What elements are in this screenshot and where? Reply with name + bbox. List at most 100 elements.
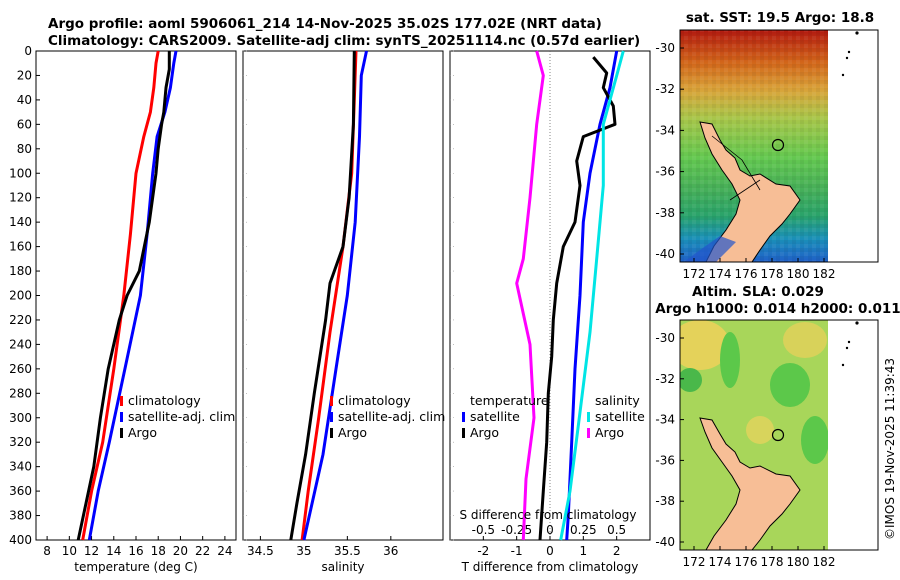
temperature-panel: 0 20 40 60 80 100 120 140 160 180 200 220 240 260 280 3… bbox=[9, 44, 237, 574]
map-y-tick-label: -30 bbox=[655, 41, 675, 55]
y-tick-label: 0 bbox=[24, 44, 32, 58]
map-x-tick-label: 182 bbox=[813, 555, 836, 569]
sst-argo-marker bbox=[771, 138, 785, 152]
sst-map-title: sat. SST: 19.5 Argo: 18.8 bbox=[686, 10, 874, 26]
title-line-2: Climatology: CARS2009. Satellite-adj cli… bbox=[48, 33, 640, 49]
sla-map: Altim. SLA: 0.029 Argo h1000: 0.014 h200… bbox=[655, 284, 900, 569]
x-tick-label: 22 bbox=[195, 544, 210, 558]
top-x-tick-label: 0.25 bbox=[570, 523, 597, 537]
map-x-tick-label: 180 bbox=[787, 267, 810, 281]
difference-axes bbox=[449, 50, 651, 541]
legend-swatch-clim bbox=[330, 396, 333, 406]
salinity-diff-legend: salinity satellite Argo bbox=[587, 393, 645, 440]
y-tick-label: 60 bbox=[17, 117, 32, 131]
sla-argo-marker bbox=[771, 428, 785, 442]
temperature-legend: climatology satellite-adj. clim Argo bbox=[120, 393, 235, 440]
salinity-legend: climatology satellite-adj. clim Argo bbox=[330, 393, 445, 440]
series-satellite-adj-clim bbox=[87, 50, 178, 541]
map-x-tick-label: 176 bbox=[735, 555, 758, 569]
difference-panel: -2 -1 0 1 2 -0.5 -0.25 0 0.25 0.5 S difference f… bbox=[449, 50, 651, 574]
y-tick-label: 360 bbox=[9, 484, 32, 498]
legend-sat: satellite-adj. clim bbox=[128, 409, 235, 424]
series-climatology bbox=[81, 50, 160, 541]
sst-coast-contour bbox=[711, 135, 761, 201]
legend-swatch-sargo bbox=[587, 428, 590, 438]
x-tick-label: 2 bbox=[613, 544, 621, 558]
map-y-tick-label: -32 bbox=[655, 372, 675, 386]
y-tick-label: 200 bbox=[9, 289, 32, 303]
sst-no-data bbox=[828, 30, 878, 262]
x-tick-label: 24 bbox=[217, 544, 232, 558]
sla-high bbox=[680, 320, 730, 370]
legend-temperature-head: temperature bbox=[470, 393, 549, 408]
legend-swatch-ssat bbox=[587, 412, 590, 422]
x-tick-label: 0 bbox=[546, 544, 554, 558]
legend-tsat: satellite bbox=[470, 409, 520, 424]
sla-high bbox=[746, 416, 774, 444]
sla-low bbox=[720, 332, 740, 388]
map-y-tick-label: -34 bbox=[655, 413, 675, 427]
x-tick-label: -2 bbox=[477, 544, 489, 558]
sla-island bbox=[855, 321, 859, 325]
y-tick-label: 100 bbox=[9, 166, 32, 180]
x-tick-label: 14 bbox=[106, 544, 121, 558]
sst-island bbox=[841, 73, 845, 77]
legend-swatch-clim bbox=[120, 396, 123, 406]
y-tick-label: 120 bbox=[9, 191, 32, 205]
y-tick-label: 160 bbox=[9, 240, 32, 254]
x-tick-label: 36 bbox=[383, 544, 398, 558]
map-x-tick-label: 172 bbox=[683, 267, 706, 281]
legend-sat: satellite-adj. clim bbox=[338, 409, 445, 424]
map-x-tick-label: 182 bbox=[813, 267, 836, 281]
top-x-tick-label: -0.5 bbox=[472, 523, 495, 537]
legend-salinity-head: salinity bbox=[595, 393, 640, 408]
legend-clim: climatology bbox=[128, 393, 201, 408]
sla-low bbox=[770, 363, 810, 407]
sla-no-data bbox=[828, 320, 878, 550]
x-tick-label: 20 bbox=[173, 544, 188, 558]
sla-land bbox=[699, 417, 801, 550]
y-tick-label: 220 bbox=[9, 313, 32, 327]
y-tick-label: 280 bbox=[9, 386, 32, 400]
sla-island bbox=[847, 340, 851, 344]
legend-argo: Argo bbox=[338, 425, 367, 440]
y-tick-label: 240 bbox=[9, 337, 32, 351]
sla-low bbox=[680, 368, 702, 392]
series-argo bbox=[76, 51, 171, 541]
series-satellite-adj-clim bbox=[302, 50, 368, 541]
map-y-tick-label: -40 bbox=[655, 535, 675, 549]
y-tick-label: 380 bbox=[9, 509, 32, 523]
sst-island bbox=[847, 50, 851, 54]
x-tick-label: 35 bbox=[296, 544, 311, 558]
sla-map-frame bbox=[679, 319, 879, 551]
title-line-1: Argo profile: aoml 5906061_214 14-Nov-20… bbox=[48, 16, 602, 32]
top-x-tick-label: 0 bbox=[546, 523, 554, 537]
y-tick-label: 400 bbox=[9, 533, 32, 547]
x-tick-label: 35.5 bbox=[334, 544, 361, 558]
y-tick-label: 20 bbox=[17, 68, 32, 82]
x-tick-label: -1 bbox=[511, 544, 523, 558]
temperature-xlabel: temperature (deg C) bbox=[74, 560, 197, 574]
sst-island bbox=[855, 31, 859, 35]
sla-island bbox=[845, 346, 849, 350]
y-tick-label: 260 bbox=[9, 362, 32, 376]
x-tick-label: 1 bbox=[580, 544, 588, 558]
map-y-tick-label: -34 bbox=[655, 123, 675, 137]
y-tick-label: 140 bbox=[9, 215, 32, 229]
map-x-tick-label: 172 bbox=[683, 555, 706, 569]
y-tick-label: 40 bbox=[17, 93, 32, 107]
map-y-tick-label: -38 bbox=[655, 206, 675, 220]
x-tick-label: 34.5 bbox=[247, 544, 274, 558]
y-tick-label: 180 bbox=[9, 264, 32, 278]
temperature-diff-legend: temperature satellite Argo bbox=[462, 393, 549, 440]
x-tick-label: 12 bbox=[84, 544, 99, 558]
map-y-tick-label: -32 bbox=[655, 82, 675, 96]
timestamp: ©IMOS 19-Nov-2025 11:39:43 bbox=[883, 358, 897, 540]
legend-sargo: Argo bbox=[595, 425, 624, 440]
x-tick-label: 18 bbox=[151, 544, 166, 558]
sst-island bbox=[845, 56, 849, 60]
map-x-tick-label: 174 bbox=[709, 267, 732, 281]
map-y-tick-label: -40 bbox=[655, 247, 675, 261]
map-x-tick-label: 178 bbox=[761, 267, 784, 281]
legend-swatch-argo bbox=[120, 428, 123, 438]
